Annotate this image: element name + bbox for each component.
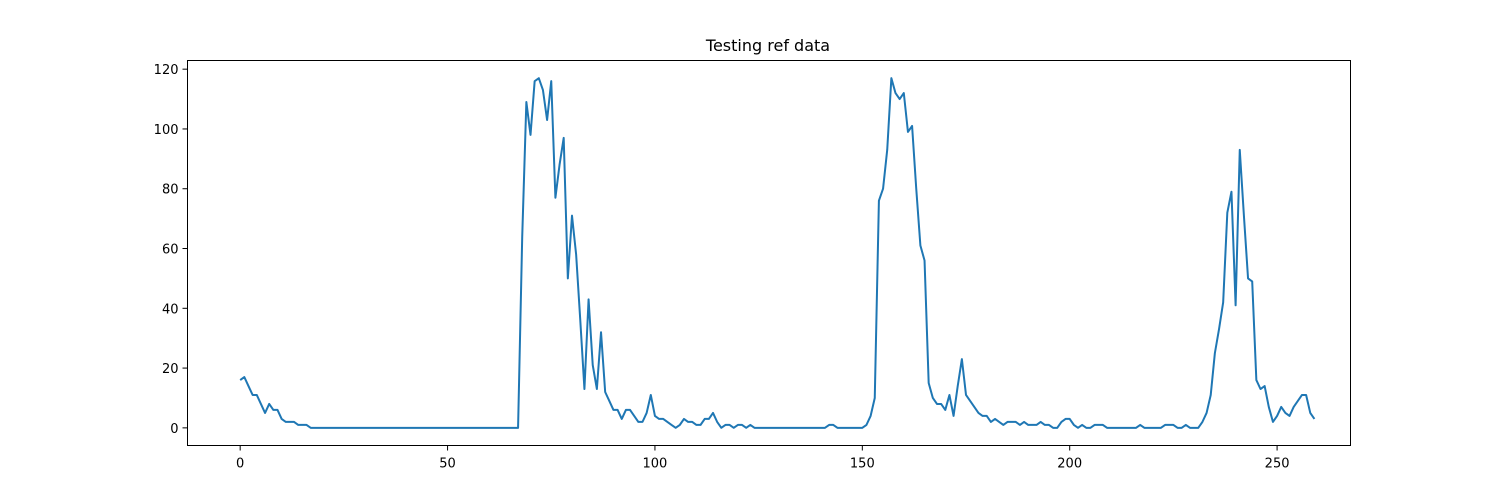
y-axis: 0 20 40 60 80 100 120 <box>154 63 188 437</box>
x-tick-label: 0 <box>236 457 244 472</box>
series-line <box>239 77 1316 429</box>
x-tick-label: 50 <box>439 457 456 472</box>
y-tick-label: 0 <box>170 422 178 437</box>
axes-frame <box>187 60 1351 446</box>
y-tick-label: 80 <box>162 183 179 198</box>
x-tick-label: 100 <box>643 457 668 472</box>
x-tick-label: 250 <box>1265 457 1290 472</box>
y-tick-label: 60 <box>162 243 179 258</box>
plot-area <box>239 77 1316 429</box>
x-tick-label: 200 <box>1057 457 1082 472</box>
y-tick-label: 100 <box>154 123 179 138</box>
x-axis: 0 50 100 150 200 250 <box>236 445 1290 472</box>
y-tick-label: 40 <box>162 302 179 317</box>
y-tick-label: 120 <box>154 63 179 78</box>
y-tick-label: 20 <box>162 362 179 377</box>
x-tick-label: 150 <box>850 457 875 472</box>
chart-title: Testing ref data <box>705 36 830 55</box>
